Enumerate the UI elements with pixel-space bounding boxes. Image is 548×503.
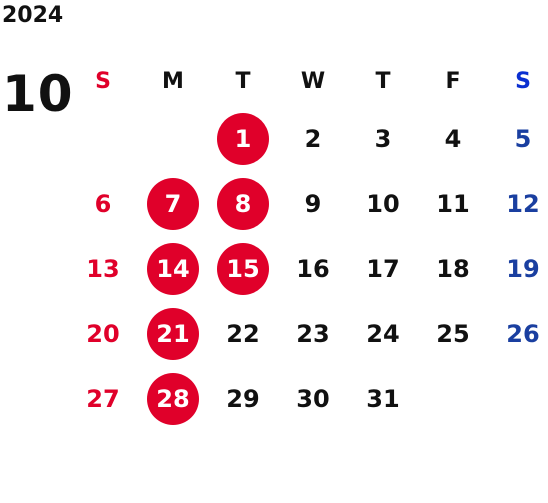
day-cell: 17 [348,236,418,301]
day-number: 2 [304,124,322,153]
day-cell [138,106,208,171]
day-number: 13 [86,254,120,283]
day-number: 20 [86,319,120,348]
day-cell: 20 [68,301,138,366]
day-cell: 19 [488,236,548,301]
day-number [77,113,129,165]
day-cell: 30 [278,366,348,431]
day-cell: 29 [208,366,278,431]
day-number: 22 [226,319,260,348]
day-cell: 14 [138,236,208,301]
weekday-wednesday: W [300,68,326,94]
day-cell: 4 [418,106,488,171]
day-cell: 23 [278,301,348,366]
day-number: 18 [436,254,470,283]
week-row-5: 27 28 29 30 31 [68,366,548,431]
weekday-sunday: S [95,68,111,94]
day-number [497,373,548,425]
day-cell: 10 [348,171,418,236]
day-number: 3 [374,124,392,153]
day-cell: 8 [208,171,278,236]
weekday-tuesday: T [235,68,251,94]
highlighted-day-number: 14 [147,242,199,295]
day-number: 29 [226,384,260,413]
day-number: 12 [506,189,540,218]
day-cell [68,106,138,171]
weekday-header-row: S M T W T F S [68,56,548,106]
day-cell: 15 [208,236,278,301]
day-number: 16 [296,254,330,283]
day-number [147,113,199,165]
day-number: 25 [436,319,470,348]
day-cell: 26 [488,301,548,366]
day-cell [488,366,548,431]
day-number: 27 [86,384,120,413]
day-number: 23 [296,319,330,348]
day-cell: 12 [488,171,548,236]
highlighted-day-number: 21 [147,307,199,360]
day-number [427,373,479,425]
weekday-thursday: T [375,68,391,94]
day-number: 31 [366,384,400,413]
day-cell: 21 [138,301,208,366]
week-row-1: 1 2 3 4 5 [68,106,548,171]
day-cell: 25 [418,301,488,366]
day-cell: 1 [208,106,278,171]
day-cell: 5 [488,106,548,171]
year-label: 2024 [2,3,64,28]
weekday-friday: F [445,68,461,94]
day-number: 24 [366,319,400,348]
day-number: 30 [296,384,330,413]
day-cell: 9 [278,171,348,236]
highlighted-day-number: 1 [217,112,269,165]
week-row-3: 13 14 15 16 17 18 19 [68,236,548,301]
highlighted-day-number: 15 [217,242,269,295]
day-number: 10 [366,189,400,218]
highlighted-day-number: 28 [147,372,199,425]
day-number: 26 [506,319,540,348]
highlighted-day-number: 7 [147,177,199,230]
weekday-saturday: S [515,68,531,94]
month-number: 10 [2,65,74,123]
day-cell: 27 [68,366,138,431]
day-cell: 24 [348,301,418,366]
day-cell: 2 [278,106,348,171]
week-row-2: 6 7 8 9 10 11 12 [68,171,548,236]
day-cell: 28 [138,366,208,431]
day-cell: 18 [418,236,488,301]
day-cell: 16 [278,236,348,301]
calendar-grid: S M T W T F S 1 2 3 4 5 6 7 8 9 10 11 12… [68,56,548,431]
day-number: 17 [366,254,400,283]
day-cell: 7 [138,171,208,236]
day-cell [418,366,488,431]
day-cell: 11 [418,171,488,236]
day-cell: 3 [348,106,418,171]
day-number: 11 [436,189,470,218]
day-cell: 6 [68,171,138,236]
day-number: 9 [304,189,322,218]
day-cell: 13 [68,236,138,301]
day-cell: 31 [348,366,418,431]
day-number: 19 [506,254,540,283]
day-number: 4 [444,124,462,153]
highlighted-day-number: 8 [217,177,269,230]
week-row-4: 20 21 22 23 24 25 26 [68,301,548,366]
day-cell: 22 [208,301,278,366]
day-number: 6 [94,189,112,218]
weekday-monday: M [162,68,184,94]
day-number: 5 [514,124,532,153]
